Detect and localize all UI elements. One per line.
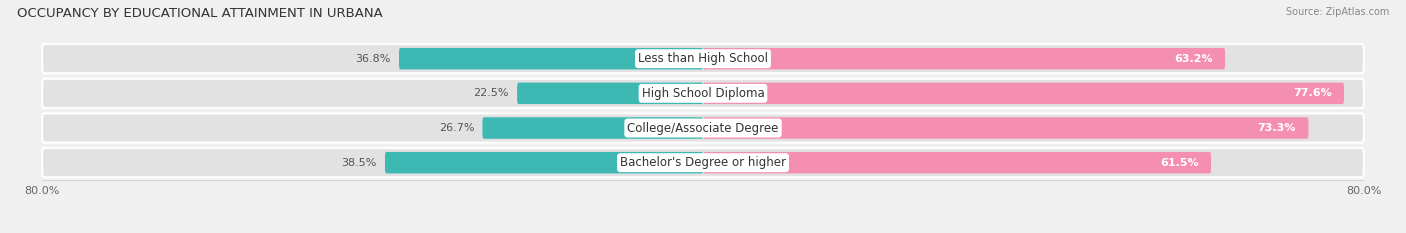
FancyBboxPatch shape xyxy=(42,113,1364,143)
FancyBboxPatch shape xyxy=(703,48,1225,69)
Text: 22.5%: 22.5% xyxy=(474,88,509,98)
Text: 61.5%: 61.5% xyxy=(1160,158,1198,168)
Text: 36.8%: 36.8% xyxy=(356,54,391,64)
FancyBboxPatch shape xyxy=(399,48,703,69)
Text: 63.2%: 63.2% xyxy=(1174,54,1212,64)
Text: OCCUPANCY BY EDUCATIONAL ATTAINMENT IN URBANA: OCCUPANCY BY EDUCATIONAL ATTAINMENT IN U… xyxy=(17,7,382,20)
FancyBboxPatch shape xyxy=(42,44,1364,73)
FancyBboxPatch shape xyxy=(703,117,1309,139)
FancyBboxPatch shape xyxy=(42,79,1364,108)
FancyBboxPatch shape xyxy=(703,82,1344,104)
Text: Bachelor's Degree or higher: Bachelor's Degree or higher xyxy=(620,156,786,169)
Text: 26.7%: 26.7% xyxy=(439,123,474,133)
Text: 38.5%: 38.5% xyxy=(342,158,377,168)
FancyBboxPatch shape xyxy=(517,82,703,104)
Text: 77.6%: 77.6% xyxy=(1294,88,1331,98)
FancyBboxPatch shape xyxy=(703,152,1211,173)
Text: Less than High School: Less than High School xyxy=(638,52,768,65)
FancyBboxPatch shape xyxy=(385,152,703,173)
Legend: Owner-occupied, Renter-occupied: Owner-occupied, Renter-occupied xyxy=(576,230,830,233)
FancyBboxPatch shape xyxy=(42,148,1364,177)
FancyBboxPatch shape xyxy=(482,117,703,139)
Text: High School Diploma: High School Diploma xyxy=(641,87,765,100)
Text: 73.3%: 73.3% xyxy=(1258,123,1296,133)
Text: Source: ZipAtlas.com: Source: ZipAtlas.com xyxy=(1285,7,1389,17)
Text: College/Associate Degree: College/Associate Degree xyxy=(627,121,779,134)
